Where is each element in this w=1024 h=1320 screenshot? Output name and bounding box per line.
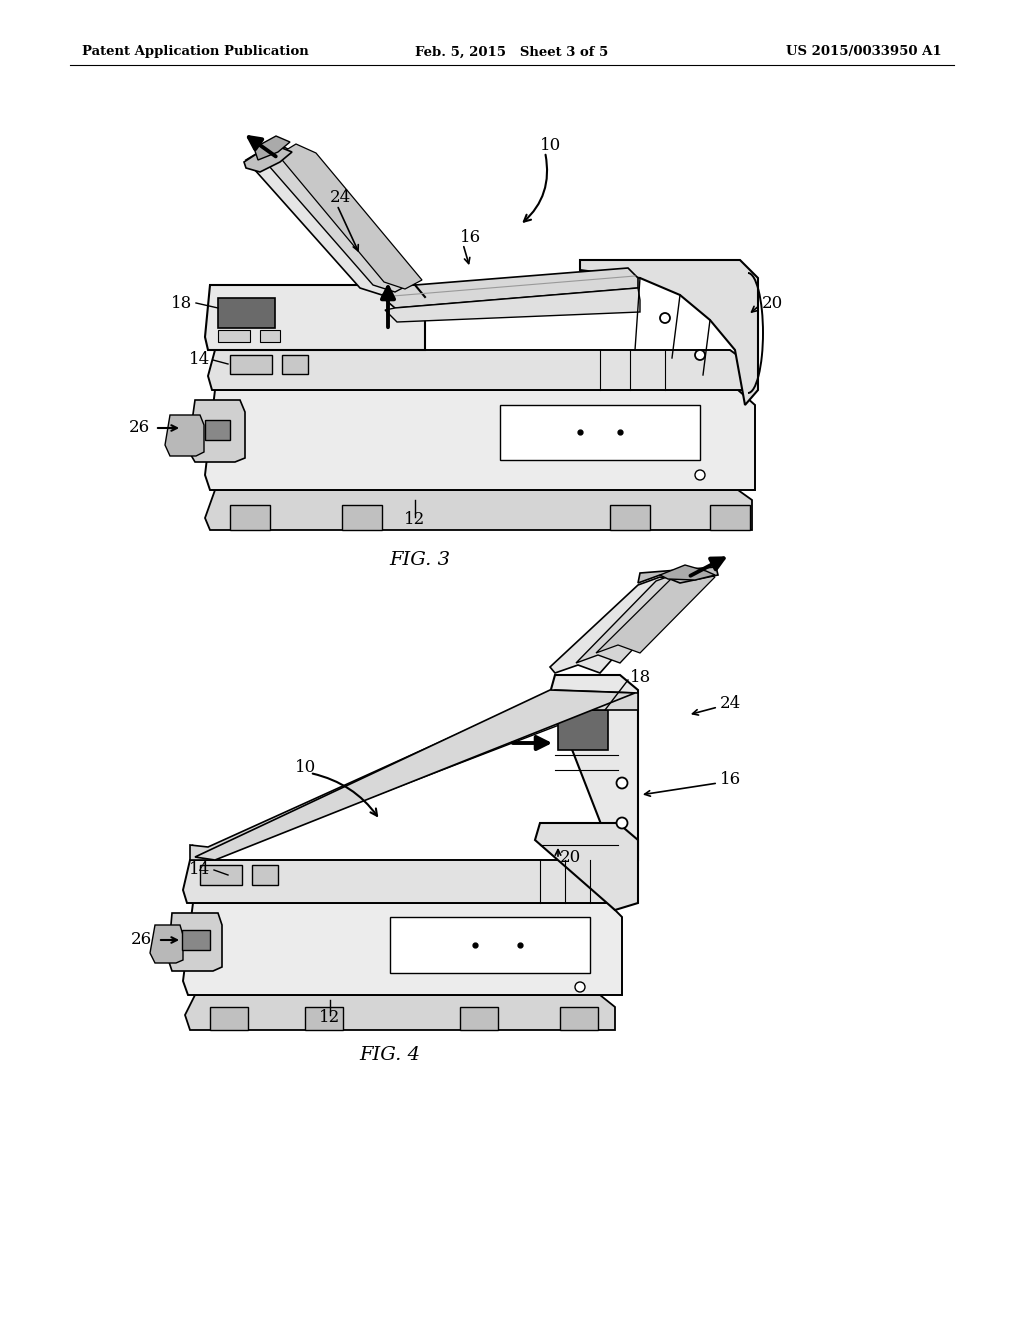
Polygon shape	[230, 355, 272, 374]
Polygon shape	[596, 569, 715, 653]
Polygon shape	[500, 405, 700, 459]
Polygon shape	[200, 865, 242, 884]
Text: 12: 12	[404, 511, 426, 528]
Circle shape	[616, 817, 628, 829]
Text: 18: 18	[630, 668, 651, 685]
Text: 26: 26	[131, 932, 152, 949]
Polygon shape	[190, 690, 638, 861]
Polygon shape	[385, 288, 640, 322]
Text: Feb. 5, 2015   Sheet 3 of 5: Feb. 5, 2015 Sheet 3 of 5	[416, 45, 608, 58]
Text: 12: 12	[319, 1008, 341, 1026]
Polygon shape	[188, 400, 245, 462]
Text: 16: 16	[460, 230, 481, 247]
Text: 14: 14	[188, 862, 210, 879]
Text: 18: 18	[171, 294, 193, 312]
Polygon shape	[193, 685, 632, 861]
Circle shape	[695, 350, 705, 360]
Polygon shape	[246, 148, 400, 294]
Polygon shape	[218, 330, 250, 342]
Polygon shape	[580, 260, 758, 405]
Text: FIG. 4: FIG. 4	[359, 1045, 421, 1064]
Circle shape	[616, 777, 628, 788]
Polygon shape	[282, 355, 308, 374]
Polygon shape	[342, 506, 382, 531]
Text: 24: 24	[720, 694, 741, 711]
Polygon shape	[660, 565, 715, 579]
Polygon shape	[183, 861, 622, 903]
Text: 16: 16	[720, 771, 741, 788]
Circle shape	[575, 982, 585, 993]
Polygon shape	[218, 298, 275, 327]
Polygon shape	[230, 506, 270, 531]
Polygon shape	[205, 490, 752, 531]
Text: 24: 24	[330, 190, 351, 206]
Polygon shape	[182, 931, 210, 950]
Polygon shape	[550, 577, 680, 673]
Polygon shape	[195, 690, 635, 861]
Polygon shape	[183, 903, 622, 995]
Polygon shape	[168, 913, 222, 972]
Text: 10: 10	[540, 136, 561, 153]
Polygon shape	[205, 389, 755, 490]
Circle shape	[695, 470, 705, 480]
Polygon shape	[210, 1007, 248, 1030]
Text: 20: 20	[762, 294, 783, 312]
Polygon shape	[610, 506, 650, 531]
Text: 10: 10	[295, 759, 316, 776]
Polygon shape	[205, 420, 230, 440]
Polygon shape	[150, 925, 183, 964]
Polygon shape	[638, 568, 718, 583]
Polygon shape	[278, 144, 422, 289]
Text: FIG. 3: FIG. 3	[389, 550, 451, 569]
Polygon shape	[305, 1007, 343, 1030]
Polygon shape	[254, 136, 290, 160]
Polygon shape	[185, 995, 615, 1030]
Polygon shape	[558, 710, 608, 750]
Polygon shape	[535, 822, 638, 909]
Text: 20: 20	[560, 849, 582, 866]
Polygon shape	[205, 285, 425, 350]
Text: US 2015/0033950 A1: US 2015/0033950 A1	[786, 45, 942, 58]
Polygon shape	[260, 330, 280, 342]
Polygon shape	[550, 675, 638, 861]
Text: 14: 14	[188, 351, 210, 368]
Polygon shape	[252, 865, 278, 884]
Polygon shape	[165, 414, 204, 455]
Polygon shape	[390, 917, 590, 973]
Polygon shape	[710, 506, 750, 531]
Polygon shape	[560, 1007, 598, 1030]
Polygon shape	[208, 350, 748, 389]
Polygon shape	[382, 268, 638, 308]
Polygon shape	[244, 144, 292, 172]
Text: 26: 26	[129, 420, 150, 437]
Circle shape	[660, 313, 670, 323]
Text: Patent Application Publication: Patent Application Publication	[82, 45, 309, 58]
Polygon shape	[575, 573, 698, 663]
Polygon shape	[262, 147, 412, 292]
Polygon shape	[460, 1007, 498, 1030]
